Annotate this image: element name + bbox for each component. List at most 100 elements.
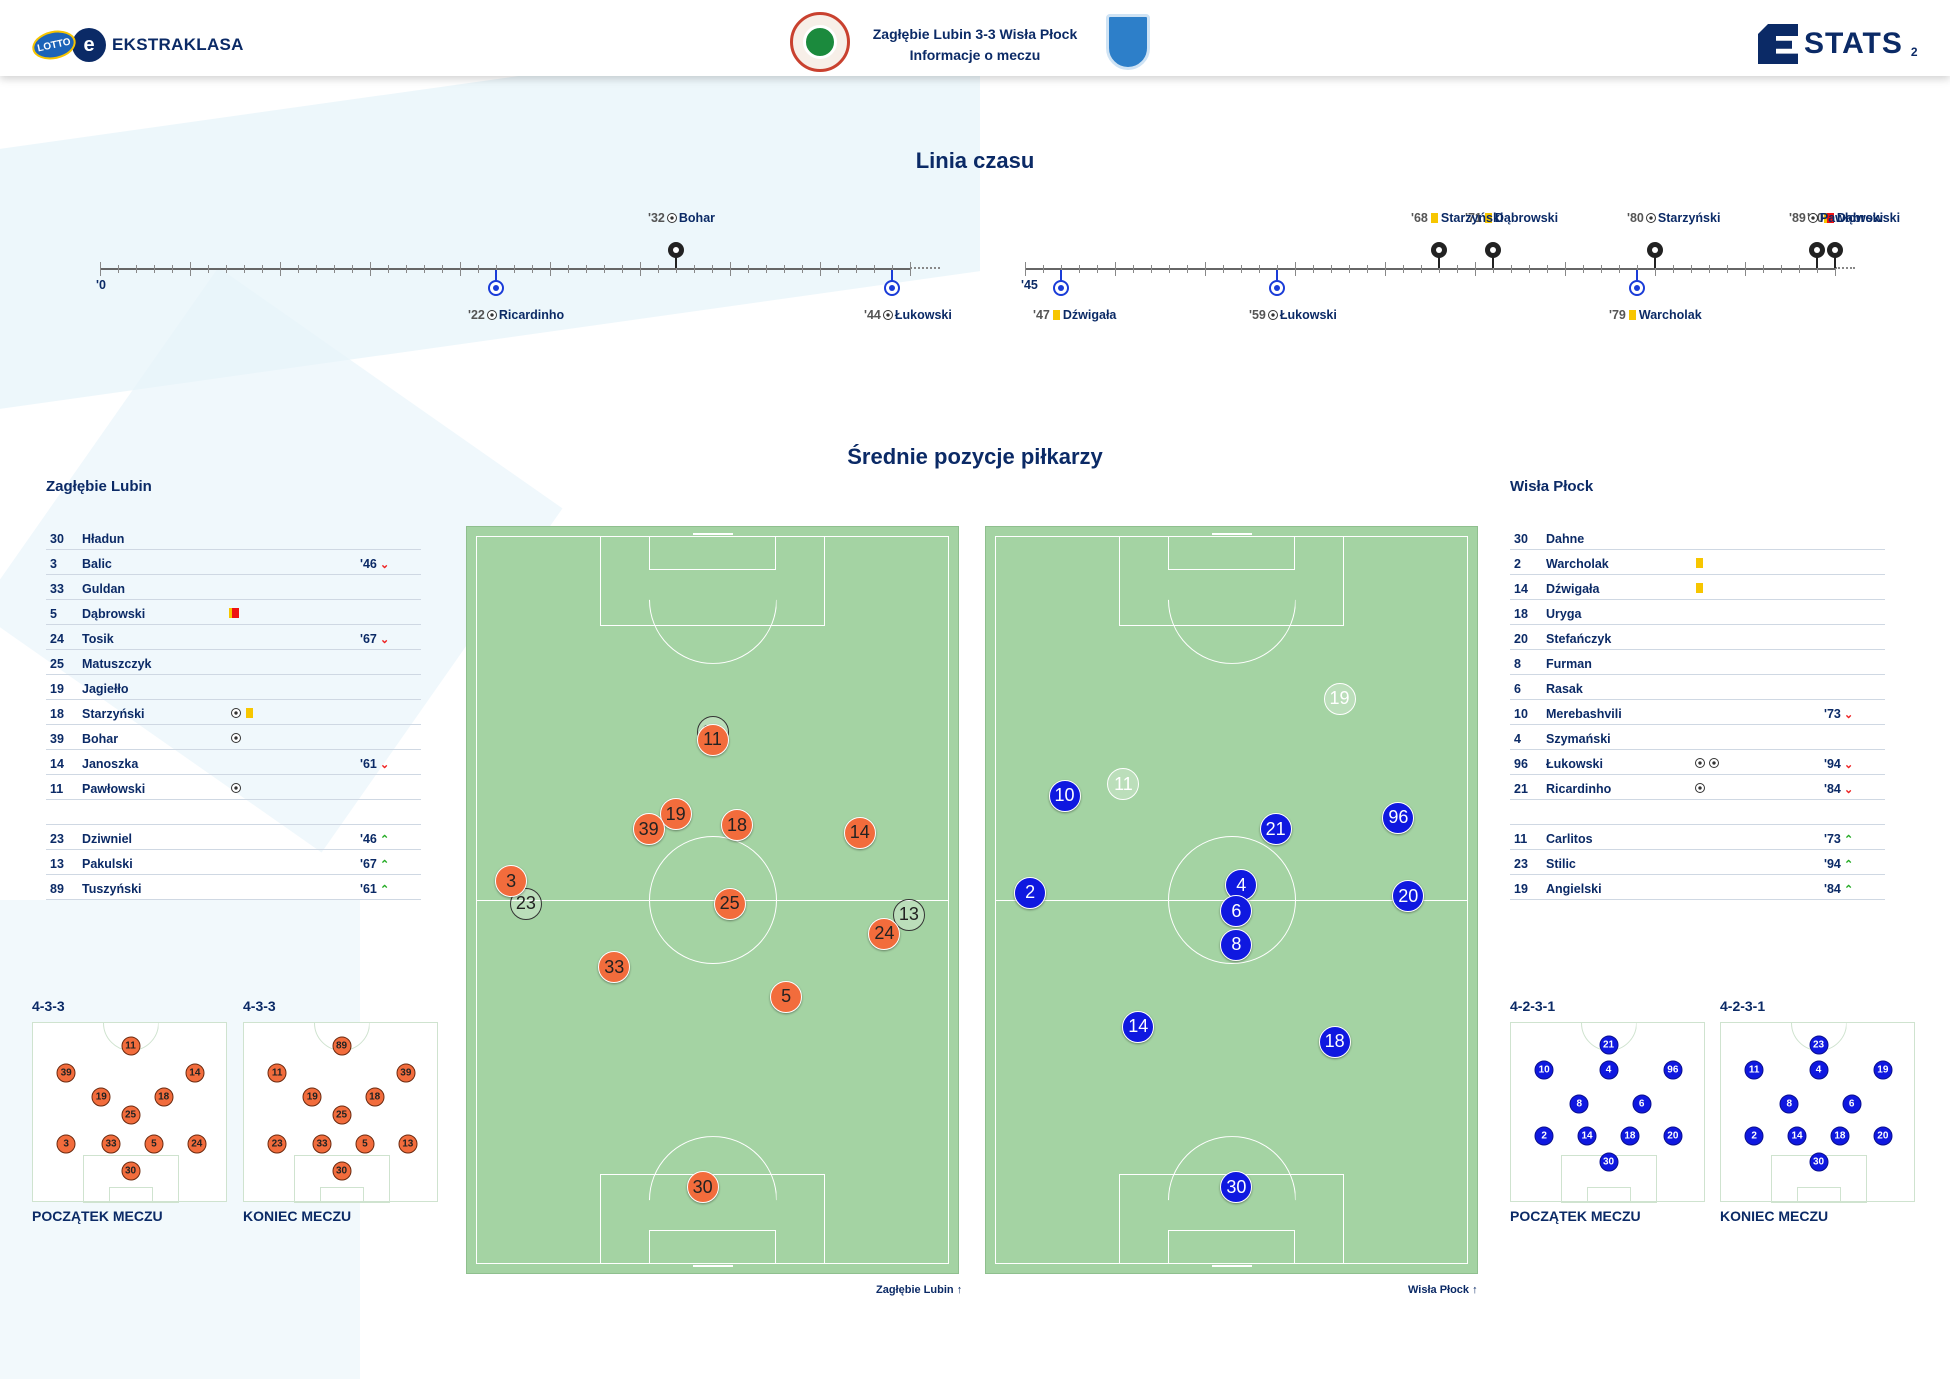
roster-row[interactable]: 3 Balic '46 ⌄ [46,550,421,575]
roster-row[interactable]: 39 Bohar [46,725,421,750]
ball-icon [486,310,497,320]
player-position-marker[interactable]: 30 [1220,1171,1253,1204]
player-position-marker[interactable]: 11 [1107,768,1140,801]
timeline-event-marker[interactable] [1269,270,1285,296]
player-position-marker[interactable]: 10 [1048,779,1081,812]
timeline-event-marker[interactable] [1629,270,1645,296]
roster-row[interactable]: 10 Merebashvili '73 ⌄ [1510,700,1885,725]
player-position-marker[interactable]: 19 [659,798,692,831]
sub-off-arrow-icon: ⌄ [1840,709,1854,721]
player-name: Pawłowski [82,782,146,796]
player-number: 19 [1514,882,1528,896]
yellow-card-icon [1430,213,1438,223]
player-name: Carlitos [1546,832,1593,846]
player-position-marker[interactable]: 96 [1382,801,1415,834]
roster-row[interactable]: 89 Tuszyński '61 ⌃ [46,875,421,900]
formation-player-marker: 23 [267,1134,287,1154]
timeline-event-marker[interactable] [884,270,900,296]
player-position-marker[interactable]: 18 [1318,1025,1351,1058]
player-position-marker[interactable]: 25 [713,887,746,920]
timeline-tick [1061,265,1062,273]
player-position-marker[interactable]: 14 [1122,1010,1155,1043]
player-position-marker[interactable]: 5 [770,980,803,1013]
player-position-marker[interactable]: 2 [1014,876,1047,909]
timeline-event-marker[interactable] [1809,242,1825,268]
roster-row[interactable]: 21 Ricardinho '84 ⌄ [1510,775,1885,800]
player-number: 19 [50,682,64,696]
roster-row[interactable]: 8 Furman [1510,650,1885,675]
timeline-tick [1655,262,1656,276]
event-player: Warcholak [1638,308,1702,322]
player-position-marker[interactable]: 19 [1323,682,1356,715]
home-formation-end: 4-3-3 [243,998,276,1014]
player-position-marker[interactable]: 18 [721,809,754,842]
player-position-marker[interactable]: 3 [495,865,528,898]
player-position-marker[interactable]: 39 [632,813,665,846]
player-number: 89 [50,882,64,896]
player-position-marker[interactable]: 20 [1392,880,1425,913]
timeline-tick [640,262,641,276]
ekstraklasa-logo[interactable]: LOTTO e EKSTRAKLASA [29,26,244,64]
roster-gap [46,800,421,825]
roster-row[interactable]: 96 Łukowski '94 ⌄ [1510,750,1885,775]
roster-row[interactable]: 24 Tosik '67 ⌄ [46,625,421,650]
ball-icon [1267,310,1278,320]
timeline-event-marker[interactable] [668,242,684,268]
roster-row[interactable]: 18 Starzyński [46,700,421,725]
player-position-marker[interactable]: 24 [868,917,901,950]
roster-row[interactable]: 25 Matuszczyk [46,650,421,675]
substitution-info: '94 ⌃ [1824,857,1853,871]
timeline-event-marker[interactable] [1431,242,1447,268]
timeline-tick [1367,265,1368,273]
roster-row[interactable]: 13 Pakulski '67 ⌃ [46,850,421,875]
roster-row[interactable]: 4 Szymański [1510,725,1885,750]
timeline-event-marker[interactable] [1827,242,1843,268]
roster-row[interactable]: 11 Pawłowski [46,775,421,800]
roster-row[interactable]: 6 Rasak [1510,675,1885,700]
roster-row[interactable]: 19 Angielski '84 ⌃ [1510,875,1885,900]
roster-row[interactable]: 23 Dziwniel '46 ⌃ [46,825,421,850]
player-position-marker[interactable]: 21 [1259,813,1292,846]
roster-row[interactable]: 5 Dąbrowski [46,600,421,625]
player-position-marker[interactable]: 8 [1220,928,1253,961]
substitution-info: '67 ⌃ [360,857,389,871]
player-number: 33 [50,582,64,596]
roster-row[interactable]: 18 Uryga [1510,600,1885,625]
roster-row[interactable]: 14 Dźwigała [1510,575,1885,600]
player-position-marker[interactable]: 11 [696,723,729,756]
sub-on-arrow-icon: ⌃ [1840,834,1854,846]
timeline-event-marker[interactable] [1053,270,1069,296]
player-position-marker[interactable]: 30 [686,1171,719,1204]
player-number: 8 [1514,657,1521,671]
timeline-axis [100,268,910,270]
player-position-marker[interactable]: 6 [1220,895,1253,928]
roster-row[interactable]: 11 Carlitos '73 ⌃ [1510,825,1885,850]
roster-row[interactable]: 19 Jagiełło [46,675,421,700]
roster-row[interactable]: 23 Stilic '94 ⌃ [1510,850,1885,875]
timeline-event-label: '47 Dźwigała [1033,308,1116,322]
roster-row[interactable]: 20 Stefańczyk [1510,625,1885,650]
timeline-tick [658,265,659,273]
player-number: 11 [1514,832,1528,846]
player-position-marker[interactable]: 14 [843,816,876,849]
yellow-card-icon [1696,558,1703,568]
timeline-tick [424,265,425,273]
timeline-tick [1187,265,1188,273]
away-team-crest [1106,14,1150,70]
event-minute: '32 [648,211,665,225]
home-team-name: Zagłębie Lubin [46,478,152,495]
player-name: Łukowski [1546,757,1603,771]
timeline-event-marker[interactable] [1647,242,1663,268]
roster-row[interactable]: 30 Hładun [46,525,421,550]
timeline-event-marker[interactable] [1485,242,1501,268]
roster-row[interactable]: 2 Warcholak [1510,550,1885,575]
roster-row[interactable]: 30 Dahne [1510,525,1885,550]
timeline-event-label: '32 Bohar [648,211,715,225]
roster-row[interactable]: 14 Janoszka '61 ⌄ [46,750,421,775]
stats-logo[interactable]: STATS 2 [1758,24,1918,64]
timeline-event-marker[interactable] [488,270,504,296]
player-name: Angielski [1546,882,1602,896]
timeline-tick [1025,262,1026,276]
player-position-marker[interactable]: 33 [598,951,631,984]
roster-row[interactable]: 33 Guldan [46,575,421,600]
